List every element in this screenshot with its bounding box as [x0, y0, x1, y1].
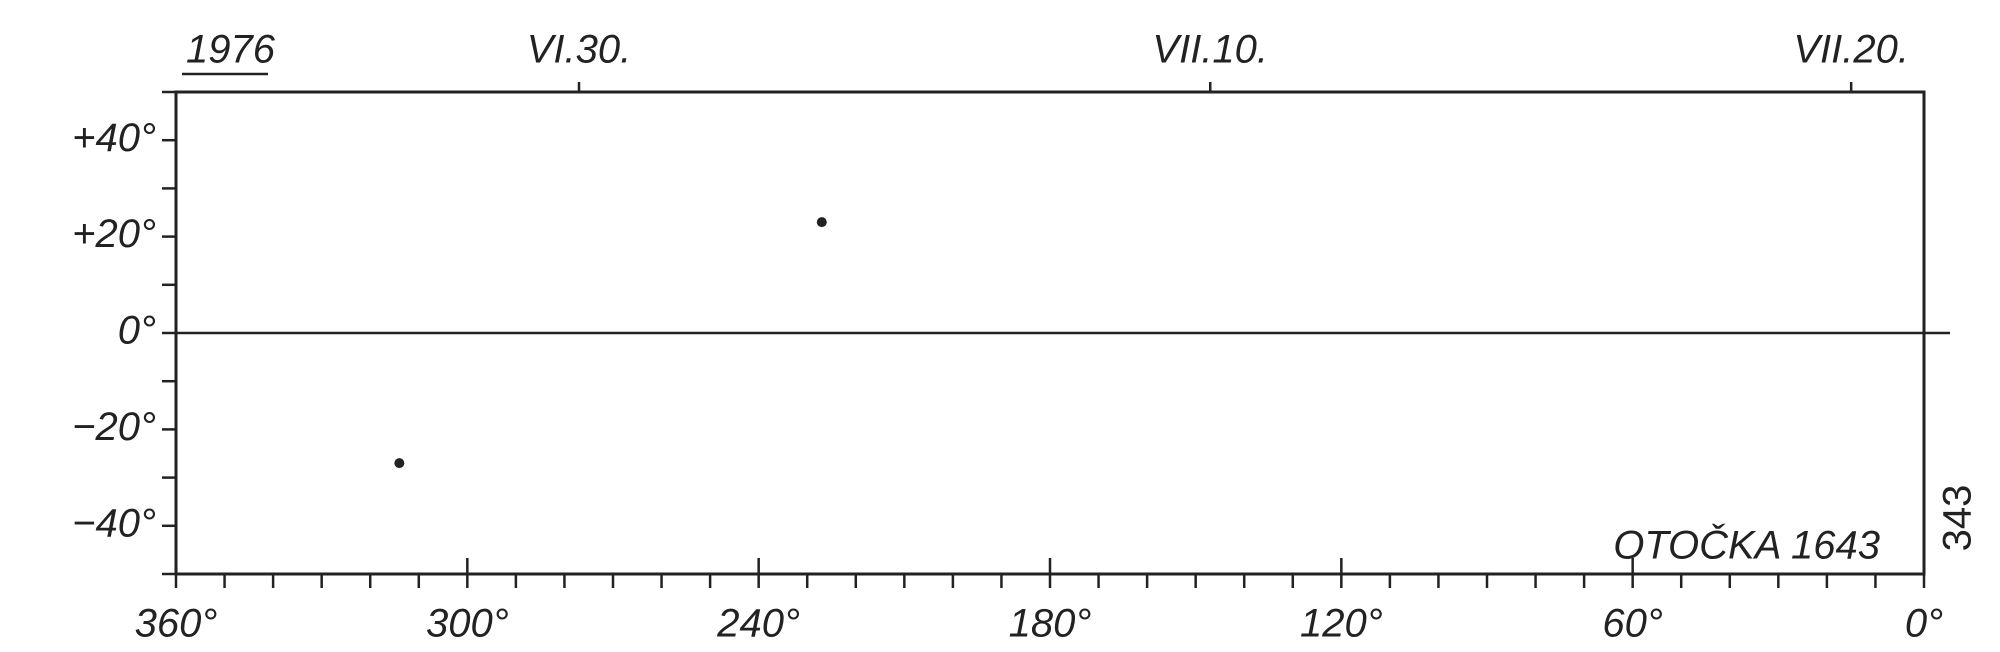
x-tick-label: 120°: [1300, 602, 1383, 646]
data-point: [394, 458, 405, 469]
x2-tick-label: VI.30.: [527, 28, 632, 72]
x-tick-label: 60°: [1602, 602, 1663, 646]
x2-tick-label: VII.20.: [1793, 28, 1909, 72]
x-tick-label: 0°: [1905, 602, 1943, 646]
page-number: 343: [1936, 485, 1980, 552]
x-tick-label: 360°: [135, 602, 218, 646]
y-tick-label: +20°: [72, 212, 156, 256]
data-point: [816, 217, 827, 228]
year-label: 1976: [186, 28, 276, 72]
x-tick-label: 300°: [426, 602, 509, 646]
y-tick-label: 0°: [118, 309, 156, 353]
x-tick-label: 180°: [1009, 602, 1092, 646]
annotation: OTOČKA 1643: [1613, 523, 1880, 568]
y-tick-label: −40°: [72, 501, 156, 545]
x2-tick-label: VII.10.: [1152, 28, 1268, 72]
x-tick-label: 240°: [716, 602, 800, 646]
y-tick-label: −20°: [72, 405, 156, 449]
y-tick-label: +40°: [72, 116, 156, 160]
